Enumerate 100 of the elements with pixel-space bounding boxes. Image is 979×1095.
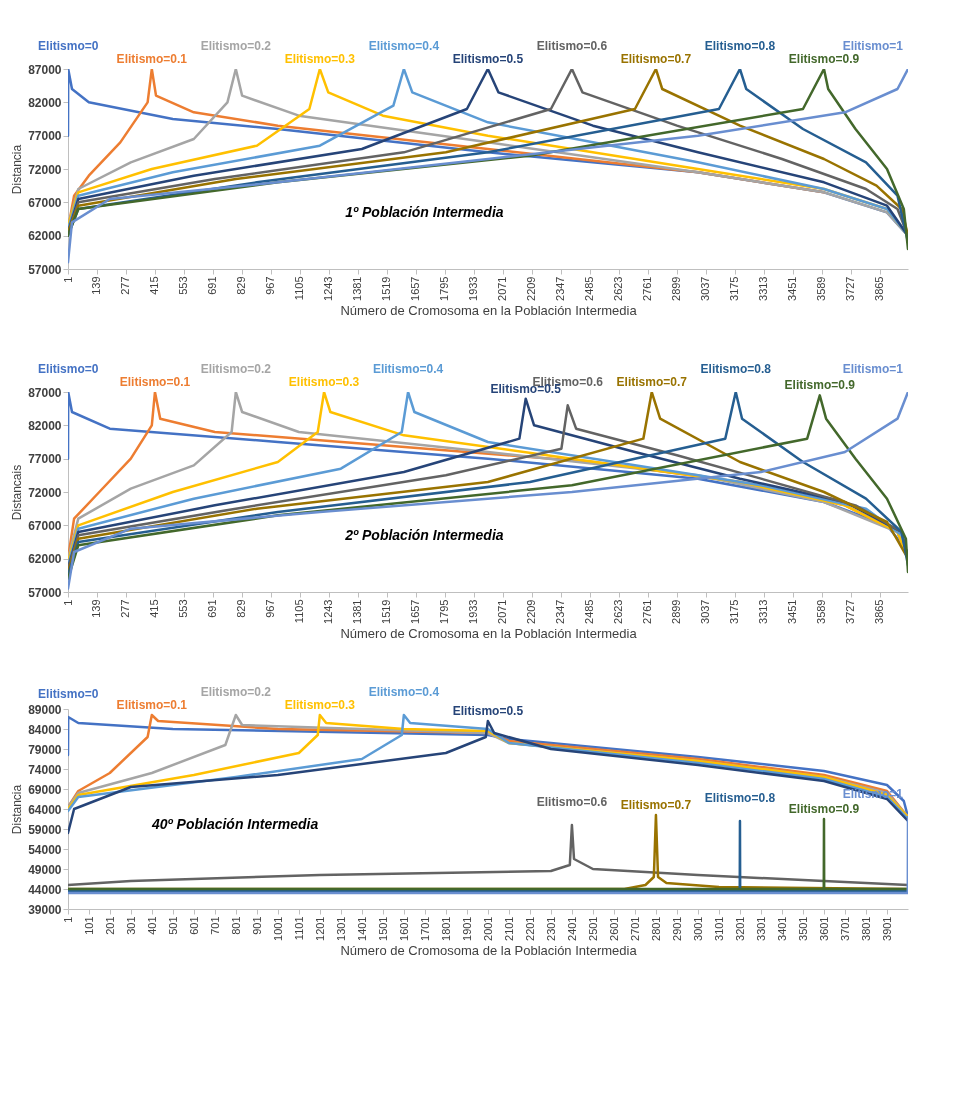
- x-tick-label: 3727: [844, 276, 857, 301]
- x-tick-label: 3001: [691, 916, 704, 941]
- x-tick-label: 2899: [670, 599, 683, 624]
- y-tick-label: 64000: [28, 802, 62, 817]
- series-label: Elitismo=0.8: [704, 791, 776, 805]
- x-tick-label: 553: [177, 276, 190, 295]
- series-label: Elitismo=0.1: [116, 52, 188, 66]
- x-tick-label: 1519: [380, 276, 393, 301]
- y-axis-title: Distancia: [10, 144, 25, 195]
- x-tick-label: 1519: [380, 599, 393, 624]
- x-tick-label: 1933: [467, 599, 480, 624]
- x-tick-label: 3701: [838, 916, 851, 941]
- x-tick-label: 2701: [628, 916, 641, 941]
- annotation: 2º Población Intermedia: [344, 527, 504, 543]
- x-tick-label: 3589: [815, 276, 828, 301]
- x-tick-label: 1901: [460, 916, 473, 941]
- x-tick-label: 2001: [481, 916, 494, 941]
- x-tick-label: 829: [235, 599, 248, 618]
- y-tick-label: 84000: [28, 722, 62, 737]
- series-label: Elitismo=0.8: [700, 362, 772, 376]
- x-tick-label: 501: [166, 916, 179, 935]
- x-tick-label: 415: [148, 276, 161, 295]
- x-tick-label: 2485: [583, 276, 596, 301]
- x-tick-label: 277: [119, 276, 132, 295]
- x-tick-label: 301: [124, 916, 137, 935]
- y-tick-label: 67000: [28, 195, 62, 210]
- x-tick-label: 967: [264, 276, 277, 295]
- x-tick-label: 901: [250, 916, 263, 935]
- y-tick-label: 87000: [28, 385, 62, 400]
- x-tick-label: 2401: [565, 916, 578, 941]
- y-axis-title: Distancais: [10, 464, 25, 521]
- y-tick-label: 87000: [28, 62, 62, 77]
- x-tick-label: 1795: [438, 276, 451, 301]
- x-tick-label: 3401: [775, 916, 788, 941]
- x-tick-label: 2801: [649, 916, 662, 941]
- x-tick-label: 3501: [796, 916, 809, 941]
- series-label: Elitismo=0.2: [200, 39, 272, 53]
- series-label: Elitismo=0.4: [372, 362, 444, 376]
- x-tick-label: 2485: [583, 599, 596, 624]
- x-tick-label: 1243: [322, 599, 335, 624]
- series-label: Elitismo=0.8: [704, 39, 776, 53]
- x-tick-label: 553: [177, 599, 190, 618]
- series-label: Elitismo=0.9: [788, 52, 860, 66]
- x-tick-label: 3175: [728, 599, 741, 624]
- x-tick-label: 3101: [712, 916, 725, 941]
- x-tick-label: 691: [206, 276, 219, 295]
- x-tick-label: 3801: [859, 916, 872, 941]
- series-label: Elitismo=0.3: [284, 52, 356, 66]
- x-tick-label: 967: [264, 599, 277, 618]
- y-tick-label: 67000: [28, 518, 62, 533]
- series-label: Elitismo=0: [38, 362, 99, 376]
- x-axis-title: Número de Cromosoma en la Población Intermedia: [340, 302, 638, 318]
- x-tick-label: 1601: [397, 916, 410, 941]
- series-label: Elitismo=0: [38, 39, 99, 53]
- x-tick-label: 1301: [334, 916, 347, 941]
- y-tick-label: 74000: [28, 762, 62, 777]
- x-tick-label: 2347: [554, 276, 567, 301]
- series-label: Elitismo=0.2: [200, 685, 272, 699]
- y-tick-label: 59000: [28, 822, 62, 837]
- y-tick-label: 79000: [28, 742, 62, 757]
- x-tick-label: 1201: [313, 916, 326, 941]
- x-tick-label: 1: [61, 276, 74, 283]
- y-tick-label: 82000: [28, 95, 62, 110]
- x-tick-label: 3301: [754, 916, 767, 941]
- x-tick-label: 1401: [355, 916, 368, 941]
- x-tick-label: 3313: [757, 599, 770, 624]
- x-tick-label: 3313: [757, 276, 770, 301]
- x-tick-label: 415: [148, 599, 161, 618]
- x-tick-label: 3727: [844, 599, 857, 624]
- x-tick-label: 1105: [293, 276, 306, 301]
- x-tick-label: 3901: [880, 916, 893, 941]
- series-label: Elitismo=0.3: [284, 698, 356, 712]
- x-tick-label: 2601: [607, 916, 620, 941]
- series-label: Elitismo=0: [38, 687, 99, 701]
- x-tick-label: 201: [103, 916, 116, 935]
- y-tick-label: 69000: [28, 782, 62, 797]
- series-label: Elitismo=0.9: [788, 802, 860, 816]
- y-tick-label: 77000: [28, 129, 62, 144]
- x-tick-label: 2623: [612, 276, 625, 301]
- x-tick-label: 2201: [523, 916, 536, 941]
- x-tick-label: 3037: [699, 276, 712, 301]
- x-tick-label: 1501: [376, 916, 389, 941]
- y-tick-label: 44000: [28, 882, 62, 897]
- y-tick-label: 39000: [28, 902, 62, 917]
- x-tick-label: 2761: [641, 599, 654, 624]
- x-tick-label: 1: [61, 916, 74, 923]
- series-label: Elitismo=0.7: [620, 52, 692, 66]
- series-label: Elitismo=0.9: [784, 378, 856, 393]
- series-label: Elitismo=0.6: [536, 39, 608, 53]
- x-tick-label: 2071: [496, 599, 509, 624]
- x-tick-label: 3201: [733, 916, 746, 941]
- x-tick-label: 2899: [670, 276, 683, 301]
- y-tick-label: 49000: [28, 862, 62, 877]
- x-tick-label: 139: [90, 599, 103, 618]
- series-label: Elitismo=0.1: [116, 698, 188, 712]
- series-label: Elitismo=0.5: [452, 704, 524, 718]
- x-tick-label: 2501: [586, 916, 599, 941]
- x-tick-label: 101: [82, 916, 95, 935]
- x-tick-label: 601: [187, 916, 200, 935]
- x-tick-label: 3865: [873, 276, 886, 301]
